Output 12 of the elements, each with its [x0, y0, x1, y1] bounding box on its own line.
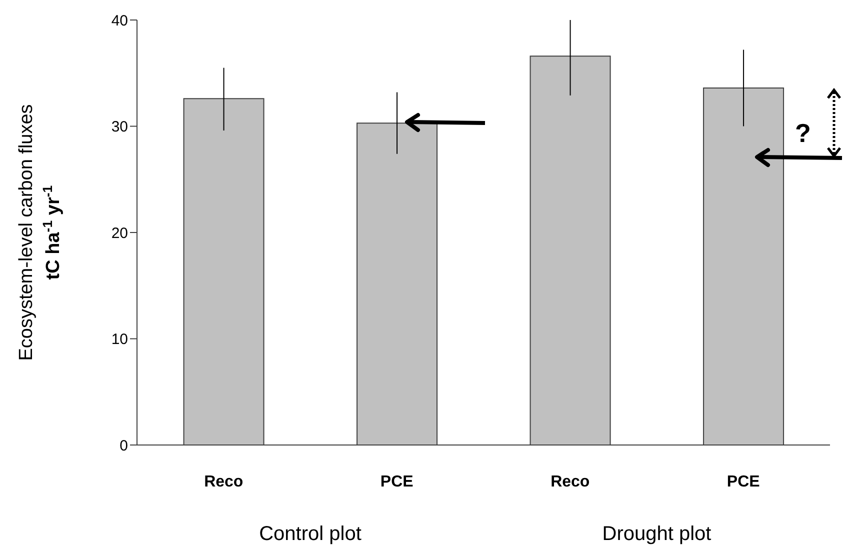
- text: Drought plot: [601, 523, 712, 546]
- x-tick-label: PCE: [380, 473, 414, 490]
- annotation: ?: [795, 118, 811, 148]
- y-tick-label: 40: [111, 12, 128, 30]
- x-tick-label: Reco: [204, 473, 244, 490]
- y-tick-label: 30: [111, 118, 128, 136]
- x-tick-label: PCE: [726, 473, 760, 490]
- y-tick-label: 0: [120, 437, 128, 454]
- y-tick-label: 20: [111, 224, 128, 242]
- y-tick-label: 10: [111, 331, 128, 348]
- x-tick-label: Reco: [550, 473, 590, 490]
- text: Control plot: [258, 523, 362, 546]
